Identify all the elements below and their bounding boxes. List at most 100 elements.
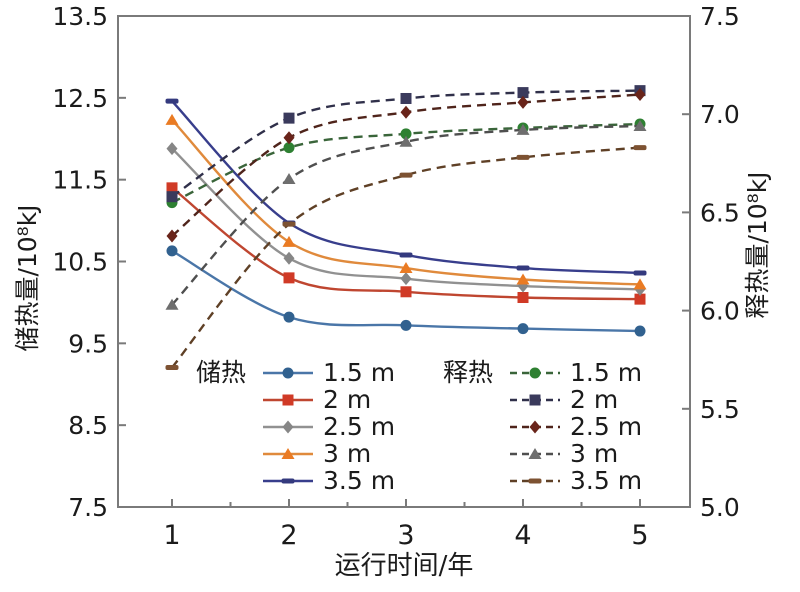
diamond-marker: [400, 105, 412, 119]
hbar-marker: [281, 478, 295, 483]
hbar-marker: [633, 145, 647, 151]
triangle-marker: [282, 173, 296, 185]
legend-item-释热-3.5 m: 3.5 m: [509, 466, 643, 495]
right-tick-label: 5.5: [700, 395, 740, 424]
square-marker: [283, 112, 295, 124]
square-marker: [166, 191, 178, 203]
x-tick-label: 4: [514, 520, 531, 551]
right-tick-label: 5.0: [700, 493, 740, 522]
left-tick-label: 8.5: [68, 411, 108, 440]
circle-marker: [634, 325, 646, 337]
hbar-marker: [282, 221, 296, 227]
hbar-marker: [516, 154, 530, 160]
legend-label: 3 m: [323, 439, 372, 468]
hbar-marker: [165, 98, 179, 104]
diamond-marker: [529, 420, 541, 433]
triangle-marker: [282, 235, 296, 247]
circle-marker: [282, 367, 294, 378]
legend-item-释热-2.5 m: 2.5 m: [509, 412, 643, 441]
hbar-marker: [633, 270, 647, 276]
legend-sample: [510, 478, 561, 483]
right-tick-label: 6.0: [700, 297, 740, 326]
circle-marker: [517, 323, 529, 335]
circle-marker: [283, 311, 295, 323]
triangle-marker: [165, 298, 179, 310]
square-marker: [517, 292, 529, 304]
series-line-储热-3.5 m: [171, 100, 641, 275]
series-line-释热-3.5 m: [171, 146, 641, 369]
square-marker: [283, 272, 295, 284]
triangle-marker: [516, 123, 530, 135]
diamond-marker: [283, 251, 295, 265]
diamond-marker: [634, 88, 646, 102]
x-axis-title: 运行时间/年: [335, 551, 474, 581]
legend-sample: [510, 447, 561, 459]
diamond-marker: [166, 142, 178, 156]
series-line-释热-3 m: [171, 124, 641, 306]
legend-item-储热-3 m: 3 m: [262, 439, 395, 468]
series-line-释热-2.5 m: [171, 93, 641, 237]
right-tick-label: 7.5: [700, 2, 740, 31]
legend-label: 1.5 m: [570, 358, 643, 387]
hbar-marker: [528, 478, 542, 483]
right-axis-title: 释热量/10⁸kJ: [743, 171, 772, 319]
hbar-marker: [399, 252, 413, 258]
legend-label: 2 m: [323, 385, 372, 414]
x-tick-label: 1: [163, 520, 180, 551]
legend-label: 2 m: [570, 385, 619, 414]
square-marker: [529, 394, 541, 405]
legend-storage-title: 储热: [196, 358, 247, 387]
triangle-marker: [528, 447, 542, 459]
diamond-marker: [400, 272, 412, 286]
square-marker: [517, 87, 529, 99]
circle-marker: [400, 319, 412, 331]
left-tick-label: 13.5: [52, 2, 108, 31]
legend-label: 3.5 m: [570, 466, 643, 495]
diamond-marker: [283, 131, 295, 145]
triangle-marker: [633, 119, 647, 131]
square-marker: [634, 293, 646, 305]
legend-sample: [263, 394, 314, 405]
circle-marker: [166, 245, 178, 257]
legend-label: 2.5 m: [323, 412, 396, 441]
circle-marker: [283, 142, 295, 154]
diamond-marker: [282, 420, 294, 433]
left-axis-title: 储热量/10⁸kJ: [13, 204, 42, 352]
legend-item-储热-1.5 m: 1.5 m: [262, 358, 396, 387]
legend-label: 2.5 m: [570, 412, 643, 441]
legend-sample: [263, 447, 314, 459]
triangle-marker: [165, 113, 179, 125]
diamond-marker: [166, 229, 178, 243]
legend-sample: [263, 367, 314, 378]
legend-item-储热-2.5 m: 2.5 m: [262, 412, 396, 441]
square-marker: [282, 394, 294, 405]
left-tick-label: 10.5: [52, 248, 108, 277]
legend-release-title: 释热: [443, 358, 494, 387]
legend-item-释热-3 m: 3 m: [509, 439, 642, 468]
x-tick-label: 3: [397, 520, 414, 551]
left-tick-label: 9.5: [68, 329, 108, 358]
legend-item-释热-2 m: 2 m: [509, 385, 642, 414]
legend-sample: [510, 394, 561, 405]
circle-marker: [400, 128, 412, 140]
right-tick-label: 7.0: [700, 100, 740, 129]
series-line-储热-3 m: [171, 119, 641, 286]
x-tick-label: 2: [280, 520, 297, 551]
triangle-marker: [633, 278, 647, 290]
square-marker: [400, 92, 412, 104]
legend-sample: [263, 478, 314, 483]
square-marker: [166, 182, 178, 194]
x-tick-label: 5: [631, 520, 648, 551]
left-tick-label: 11.5: [52, 166, 108, 195]
hbar-marker: [399, 172, 413, 178]
legend-label: 1.5 m: [323, 358, 396, 387]
circle-marker: [529, 367, 541, 378]
triangle-marker: [399, 262, 413, 274]
triangle-marker: [281, 447, 295, 459]
